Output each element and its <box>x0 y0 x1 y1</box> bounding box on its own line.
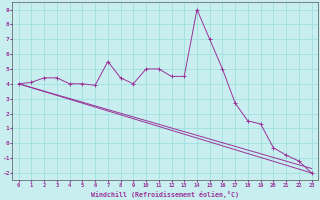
X-axis label: Windchill (Refroidissement éolien,°C): Windchill (Refroidissement éolien,°C) <box>91 191 239 198</box>
